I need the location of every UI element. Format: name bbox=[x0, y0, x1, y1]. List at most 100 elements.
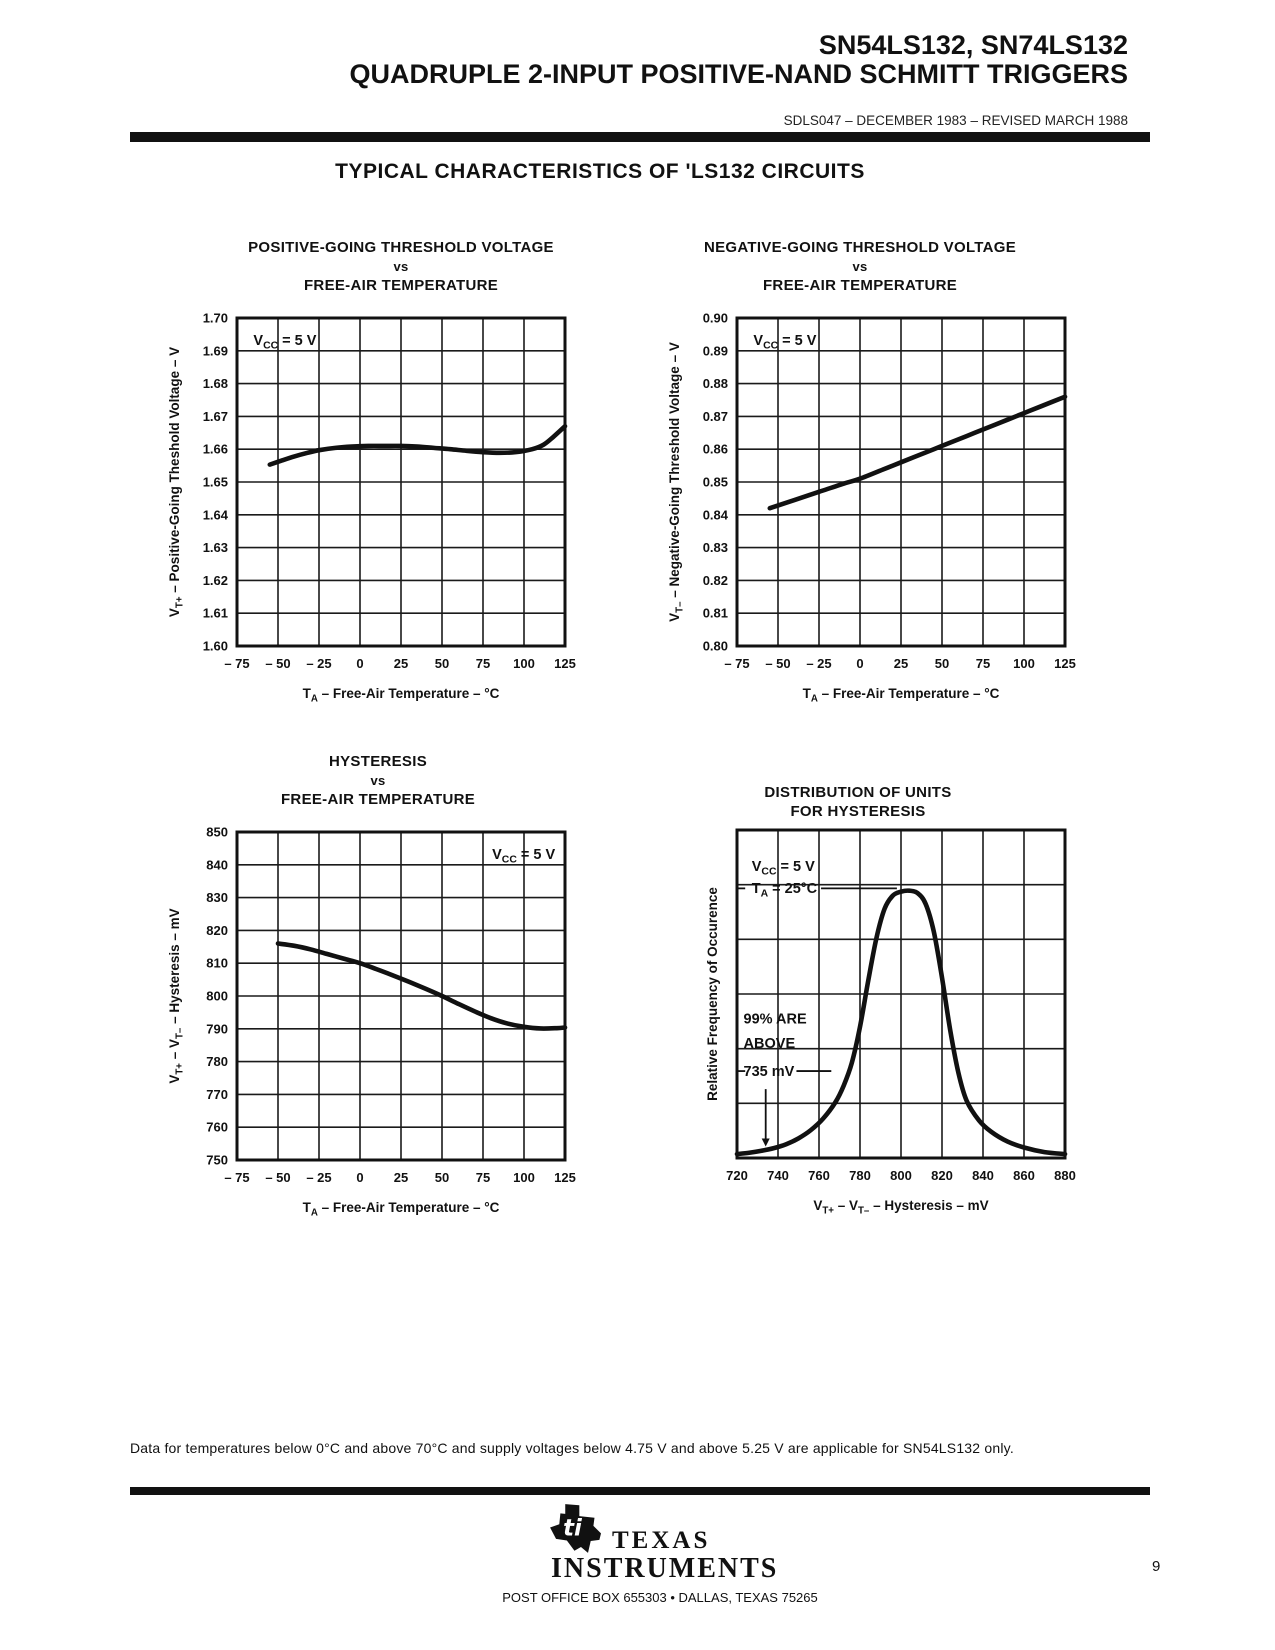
svg-text:TA – Free-Air Temperature – °C: TA – Free-Air Temperature – °C bbox=[303, 686, 500, 705]
svg-text:VT– – Negative-Going Threshold: VT– – Negative-Going Threshold Voltage –… bbox=[667, 342, 686, 622]
svg-text:100: 100 bbox=[1013, 656, 1035, 671]
svg-text:ABOVE: ABOVE bbox=[744, 1036, 796, 1052]
svg-text:50: 50 bbox=[935, 656, 949, 671]
positive-threshold-plot: – 75 – 50 – 25 0 25 50 75 100 125 1.70 1.69 1.68 1.6… bbox=[167, 311, 576, 705]
ti-monogram: ti bbox=[563, 1516, 583, 1542]
svg-text:810: 810 bbox=[206, 956, 228, 971]
svg-text:– 25: – 25 bbox=[306, 656, 331, 671]
footer-rule bbox=[130, 1487, 1150, 1495]
header-rule bbox=[130, 132, 1150, 142]
svg-text:– 75: – 75 bbox=[224, 1170, 249, 1185]
svg-text:VT+ – VT– – Hysteresis – mV: VT+ – VT– – Hysteresis – mV bbox=[167, 908, 186, 1083]
svg-text:1.61: 1.61 bbox=[203, 606, 228, 621]
doc-revision-info: SDLS047 – DECEMBER 1983 – REVISED MARCH … bbox=[783, 113, 1128, 128]
chart-title-line: HYSTERESIS bbox=[328, 753, 428, 770]
svg-text:1.68: 1.68 bbox=[203, 376, 228, 391]
svg-text:0.83: 0.83 bbox=[703, 540, 728, 555]
chart-title-line: NEGATIVE-GOING THRESHOLD VOLTAGE bbox=[703, 239, 1017, 256]
chart-title: POSITIVE-GOING THRESHOLD VOLTAGE vs FREE… bbox=[171, 238, 631, 295]
svg-text:880: 880 bbox=[1054, 1168, 1076, 1183]
svg-text:25: 25 bbox=[394, 1170, 408, 1185]
svg-text:0.82: 0.82 bbox=[703, 573, 728, 588]
svg-text:VCC = 5 V: VCC = 5 V bbox=[253, 333, 316, 352]
svg-text:VCC = 5 V: VCC = 5 V bbox=[753, 333, 816, 352]
svg-text:Relative Frequency of Occurenc: Relative Frequency of Occurence bbox=[705, 887, 720, 1101]
svg-text:720: 720 bbox=[726, 1168, 748, 1183]
chart-title: NEGATIVE-GOING THRESHOLD VOLTAGE vs FREE… bbox=[630, 238, 1090, 295]
svg-text:780: 780 bbox=[849, 1168, 871, 1183]
svg-text:1.62: 1.62 bbox=[203, 573, 228, 588]
svg-text:0: 0 bbox=[356, 1170, 363, 1185]
svg-text:99% ARE: 99% ARE bbox=[744, 1012, 807, 1028]
ti-logo-icon: ti bbox=[550, 1504, 601, 1553]
svg-text:820: 820 bbox=[206, 923, 228, 938]
svg-text:– 75: – 75 bbox=[224, 656, 249, 671]
svg-text:735 mV: 735 mV bbox=[744, 1064, 795, 1080]
svg-text:0.85: 0.85 bbox=[703, 475, 728, 490]
svg-text:– 25: – 25 bbox=[806, 656, 831, 671]
svg-text:TA = 25°C: TA = 25°C bbox=[752, 881, 818, 900]
chart-title-line: FREE-AIR TEMPERATURE bbox=[762, 277, 958, 294]
svg-text:840: 840 bbox=[972, 1168, 994, 1183]
svg-text:0.86: 0.86 bbox=[703, 442, 728, 457]
svg-text:0.89: 0.89 bbox=[703, 343, 728, 358]
svg-text:0.84: 0.84 bbox=[703, 507, 729, 522]
svg-text:– 75: – 75 bbox=[724, 656, 749, 671]
svg-text:– 25: – 25 bbox=[306, 1170, 331, 1185]
svg-text:1.67: 1.67 bbox=[203, 409, 228, 424]
svg-text:750: 750 bbox=[206, 1153, 228, 1168]
svg-text:TA – Free-Air Temperature – °C: TA – Free-Air Temperature – °C bbox=[303, 1200, 500, 1219]
chart-title: DISTRIBUTION OF UNITS FOR HYSTERESIS bbox=[628, 783, 1088, 821]
svg-text:100: 100 bbox=[513, 656, 535, 671]
chart-title-line: DISTRIBUTION OF UNITS bbox=[764, 784, 952, 801]
svg-text:VT+ – Positive-Going Theshold: VT+ – Positive-Going Theshold Voltage – … bbox=[167, 347, 186, 617]
chart-title-line: POSITIVE-GOING THRESHOLD VOLTAGE bbox=[248, 239, 554, 256]
svg-text:75: 75 bbox=[976, 656, 990, 671]
chart-title-line: FOR HYSTERESIS bbox=[790, 803, 926, 820]
svg-text:0.80: 0.80 bbox=[703, 639, 728, 654]
footer-address: POST OFFICE BOX 655303 • DALLAS, TEXAS 7… bbox=[502, 1590, 818, 1605]
svg-text:770: 770 bbox=[206, 1087, 228, 1102]
svg-text:125: 125 bbox=[554, 1170, 576, 1185]
svg-text:0.87: 0.87 bbox=[703, 409, 728, 424]
svg-text:790: 790 bbox=[206, 1021, 228, 1036]
svg-text:780: 780 bbox=[206, 1054, 228, 1069]
svg-text:860: 860 bbox=[1013, 1168, 1035, 1183]
chart-title-line: FREE-AIR TEMPERATURE bbox=[303, 277, 499, 294]
svg-text:820: 820 bbox=[931, 1168, 953, 1183]
svg-text:1.69: 1.69 bbox=[203, 343, 228, 358]
svg-text:800: 800 bbox=[890, 1168, 912, 1183]
chart-title: HYSTERESIS vs FREE-AIR TEMPERATURE bbox=[148, 752, 608, 809]
svg-text:0: 0 bbox=[856, 656, 863, 671]
svg-text:0.88: 0.88 bbox=[703, 376, 728, 391]
svg-text:850: 850 bbox=[206, 825, 228, 840]
chart-title-vs: vs bbox=[370, 773, 386, 788]
svg-text:830: 830 bbox=[206, 890, 228, 905]
svg-text:0.90: 0.90 bbox=[703, 311, 728, 326]
hysteresis-plot: – 75 – 50 – 25 0 25 50 75 100 125 850 840 830 820 810… bbox=[167, 825, 576, 1219]
svg-text:50: 50 bbox=[435, 656, 449, 671]
svg-text:1.66: 1.66 bbox=[203, 442, 228, 457]
svg-text:1.60: 1.60 bbox=[203, 639, 228, 654]
part-numbers: SN54LS132, SN74LS132 bbox=[818, 30, 1128, 60]
svg-text:– 50: – 50 bbox=[265, 1170, 290, 1185]
svg-text:1.70: 1.70 bbox=[203, 311, 228, 326]
chart-title-line: FREE-AIR TEMPERATURE bbox=[280, 791, 476, 808]
distribution-plot: 720 740 760 780 800 820 840 860 880 VT+ – VT– – H… bbox=[705, 828, 1076, 1217]
svg-text:TA – Free-Air Temperature – °C: TA – Free-Air Temperature – °C bbox=[803, 686, 1000, 705]
svg-text:1.65: 1.65 bbox=[203, 475, 228, 490]
svg-text:840: 840 bbox=[206, 857, 228, 872]
chart-title-vs: vs bbox=[393, 259, 409, 274]
brand-instruments: INSTRUMENTS bbox=[551, 1553, 779, 1584]
footnote: Data for temperatures below 0°C and abov… bbox=[130, 1440, 1014, 1456]
svg-text:760: 760 bbox=[808, 1168, 830, 1183]
svg-text:1.63: 1.63 bbox=[203, 540, 228, 555]
brand-texas: TEXAS bbox=[612, 1527, 711, 1554]
page-number: 9 bbox=[1152, 1558, 1161, 1575]
svg-text:0: 0 bbox=[356, 656, 363, 671]
svg-text:VCC = 5 V: VCC = 5 V bbox=[752, 859, 815, 878]
svg-text:760: 760 bbox=[206, 1120, 228, 1135]
chart-title-vs: vs bbox=[852, 259, 868, 274]
svg-text:VCC = 5 V: VCC = 5 V bbox=[492, 847, 555, 866]
svg-text:25: 25 bbox=[394, 656, 408, 671]
